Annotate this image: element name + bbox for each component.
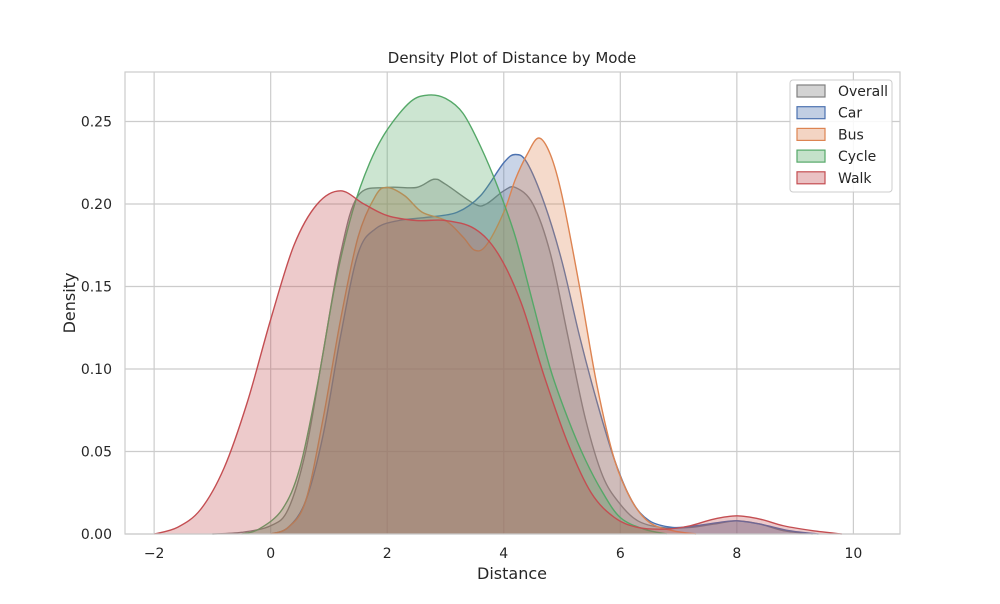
density-line-walk <box>153 190 842 535</box>
y-tick-label: 0.20 <box>81 197 112 213</box>
x-tick-label: 10 <box>844 546 862 562</box>
y-axis-label: Density <box>60 273 79 334</box>
x-tick-label: 2 <box>383 546 392 562</box>
x-tick-labels: −2 0 2 4 6 8 10 <box>144 546 862 562</box>
x-axis-label: Distance <box>477 564 547 583</box>
chart-title: Density Plot of Distance by Mode <box>388 49 636 67</box>
density-line-car <box>270 153 819 535</box>
x-tick-label: 4 <box>499 546 508 562</box>
density-line-bus <box>270 137 697 535</box>
legend-swatch-walk <box>796 171 826 185</box>
density-line-cycle <box>241 94 668 535</box>
y-tick-labels: 0.00 0.05 0.10 0.15 0.20 0.25 <box>81 115 112 544</box>
density-area-bus <box>270 138 697 534</box>
x-tick-label: 8 <box>732 546 741 562</box>
plot-background <box>125 72 900 534</box>
y-tick-label: 0.00 <box>81 527 112 543</box>
plot-frame <box>124 71 901 535</box>
x-tick-label: −2 <box>144 546 165 562</box>
legend-label-car: Car <box>838 106 862 122</box>
legend-frame <box>789 79 893 193</box>
density-curves <box>153 94 842 535</box>
x-tick-label: 6 <box>616 546 625 562</box>
y-tick-label: 0.25 <box>81 115 112 131</box>
legend-swatch-bus <box>796 127 826 141</box>
density-area-car <box>270 154 819 534</box>
legend-label-cycle: Cycle <box>838 149 876 165</box>
legend-label-overall: Overall <box>838 84 888 100</box>
legend-label-bus: Bus <box>838 127 864 143</box>
density-area-overall <box>212 179 813 534</box>
legend-label-walk: Walk <box>838 171 872 187</box>
y-tick-label: 0.10 <box>81 362 112 378</box>
density-area-walk <box>154 190 842 535</box>
legend-swatch-cycle <box>796 149 826 163</box>
y-tick-label: 0.15 <box>81 280 112 296</box>
legend-swatch-overall <box>796 84 826 98</box>
y-tick-label: 0.05 <box>81 445 112 461</box>
legend: Overall Car Bus Cycle Walk <box>789 79 893 193</box>
legend-swatch-car <box>796 106 826 120</box>
x-tick-label: 0 <box>266 546 275 562</box>
